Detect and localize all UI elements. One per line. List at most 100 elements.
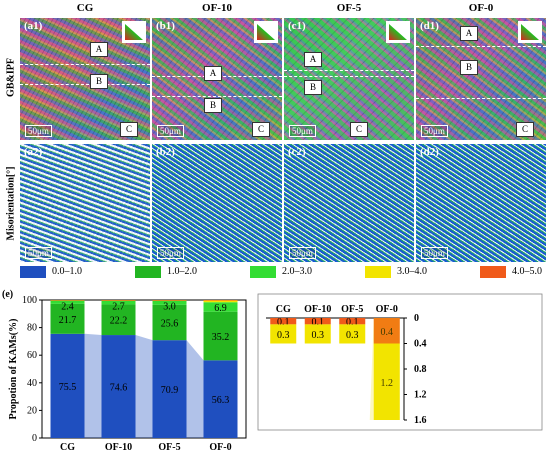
panel-label: (c1) [288, 20, 306, 32]
region-label-b: B [304, 80, 322, 95]
panel-label: (d1) [420, 20, 439, 32]
legend-label: 4.0–5.0 [512, 266, 542, 277]
inset-shadow [370, 318, 400, 420]
legend-swatch [480, 266, 506, 278]
bar-value-label: 6.9 [214, 303, 227, 314]
region-label-b: B [90, 74, 108, 89]
y-axis-label: Propotion of KAMs(%) [8, 319, 19, 420]
column-header-of5: OF-5 [284, 2, 414, 14]
inset-x-tick-label: OF-0 [376, 304, 398, 315]
inset-x-tick-label: OF-5 [341, 304, 363, 315]
legend-swatch [365, 266, 391, 278]
region-label-b: B [204, 98, 222, 113]
x-tick-label: OF-5 [158, 442, 180, 453]
legend-label: 1.0–2.0 [167, 266, 197, 277]
y-tick-label: 0 [32, 433, 37, 444]
x-tick-label: CG [60, 442, 75, 453]
inset-y-tick-label: 1.6 [414, 415, 427, 426]
inset-bar-value-label: 0.3 [346, 330, 359, 341]
bar-value-label: 3.0 [163, 302, 176, 313]
legend-swatch [250, 266, 276, 278]
y-tick-label: 20 [27, 405, 37, 416]
bar-segment [153, 300, 187, 301]
legend-label: 2.0–3.0 [282, 266, 312, 277]
kam-map-cg: (a2) 50μm [20, 144, 150, 262]
bar-segment [51, 300, 85, 301]
inset-y-tick-label: 1.2 [414, 390, 427, 401]
ipf-map-of5: (c1) A B C 50μm [284, 18, 414, 140]
region-label-c: C [120, 122, 138, 137]
bar-value-label: 21.7 [59, 315, 77, 326]
region-label-c: C [516, 122, 534, 137]
legend-swatch [135, 266, 161, 278]
bar-value-label: 74.6 [110, 383, 128, 394]
ipf-key-icon [254, 21, 278, 43]
bar-connector [85, 334, 102, 438]
column-header-cg: CG [20, 2, 150, 14]
inset-x-tick-label: OF-10 [304, 304, 331, 315]
kam-map-of10: (b2) 50μm [152, 144, 282, 262]
inset-x-tick-label: CG [276, 304, 291, 315]
column-header-of10: OF-10 [152, 2, 282, 14]
inset-bar-value-label: 0.3 [277, 330, 290, 341]
y-tick-label: 60 [27, 350, 37, 361]
bar-value-label: 2.7 [112, 302, 125, 313]
scale-bar: 50μm [421, 247, 448, 259]
bar-value-label: 22.2 [110, 316, 128, 327]
ipf-map-of10: (b1) A B C 50μm [152, 18, 282, 140]
region-label-c: C [252, 122, 270, 137]
legend-label: 0.0–1.0 [52, 266, 82, 277]
region-label-a: A [304, 52, 322, 67]
scale-bar: 50μm [25, 247, 52, 259]
inset-y-tick-label: 0 [414, 313, 419, 324]
bar-value-label: 56.3 [212, 395, 230, 406]
region-label-a: A [90, 42, 108, 57]
row-label-misorientation: Misorientation[°] [6, 155, 17, 253]
bar-segment [204, 301, 238, 303]
kam-proportion-chart: 0 20 40 60 80 100 Propotion of KAMs(%) 75.5 21.7… [0, 290, 550, 453]
panel-label: (b2) [156, 146, 175, 158]
scale-bar: 50μm [289, 247, 316, 259]
inset-y-tick-label: 0.8 [414, 364, 427, 375]
region-label-b: B [460, 60, 478, 75]
inset-frame [258, 294, 542, 430]
ipf-map-cg: (a1) A B C 50μm [20, 18, 150, 140]
bar-connector [187, 340, 204, 438]
region-label-c: C [350, 122, 368, 137]
inset-bar-value-label: 0.3 [312, 330, 325, 341]
ipf-key-icon [122, 21, 146, 43]
column-header-of0: OF-0 [416, 2, 546, 14]
bar-value-label: 70.9 [161, 385, 179, 396]
scale-bar: 50μm [421, 125, 448, 137]
kam-map-of5: (c2) 50μm [284, 144, 414, 262]
bar-value-label: 2.4 [61, 302, 74, 313]
inset-y-tick-label: 0.4 [414, 339, 427, 350]
x-tick-label: OF-10 [105, 442, 132, 453]
panel-label: (b1) [156, 20, 175, 32]
bar-value-label: 25.6 [161, 318, 179, 329]
y-tick-label: 40 [27, 378, 37, 389]
bar-segment [102, 300, 136, 301]
row-label-gb-ipf: GB&IPF [6, 51, 17, 105]
kam-map-of0: (d2) 50μm [416, 144, 546, 262]
scale-bar: 50μm [157, 247, 184, 259]
y-tick-label: 100 [22, 295, 37, 306]
y-tick-label: 80 [27, 323, 37, 334]
region-label-a: A [460, 26, 478, 41]
scale-bar: 50μm [289, 125, 316, 137]
legend-swatch [20, 266, 46, 278]
panel-label: (a1) [24, 20, 42, 32]
bar-value-label: 35.2 [212, 332, 230, 343]
ipf-key-icon [386, 21, 410, 43]
ipf-map-of0: (d1) A B C 50μm [416, 18, 546, 140]
bar-connector [136, 335, 153, 438]
ipf-key-icon [518, 21, 542, 43]
scale-bar: 50μm [25, 125, 52, 137]
panel-label: (a2) [24, 146, 42, 158]
region-label-a: A [204, 66, 222, 81]
panel-label: (c2) [288, 146, 306, 158]
scale-bar: 50μm [157, 125, 184, 137]
bar-value-label: 75.5 [59, 382, 77, 393]
bar-segment [204, 300, 238, 301]
x-tick-label: OF-0 [209, 442, 231, 453]
